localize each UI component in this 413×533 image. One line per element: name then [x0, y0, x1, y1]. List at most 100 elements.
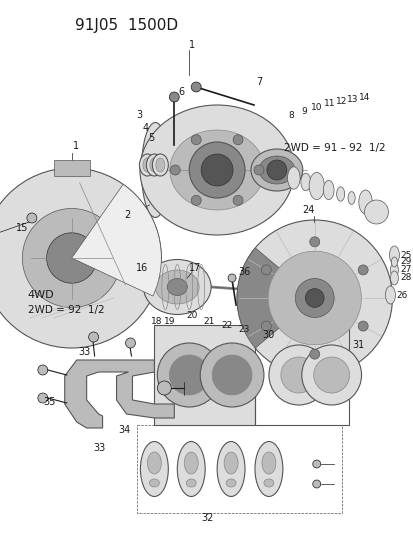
Ellipse shape: [141, 123, 169, 217]
Text: 2: 2: [124, 210, 130, 220]
Circle shape: [0, 168, 161, 348]
Circle shape: [170, 165, 180, 175]
Text: 21: 21: [203, 318, 214, 327]
Circle shape: [313, 357, 349, 393]
Ellipse shape: [323, 180, 333, 199]
Ellipse shape: [385, 286, 394, 304]
Circle shape: [191, 82, 201, 92]
Text: 25: 25: [400, 251, 411, 260]
Text: 91J05  1500D: 91J05 1500D: [74, 18, 178, 33]
Text: 33: 33: [78, 347, 90, 357]
Text: 2WD = 92  1/2: 2WD = 92 1/2: [28, 305, 104, 315]
Ellipse shape: [142, 158, 152, 172]
Text: 2WD = 91 – 92  1/2: 2WD = 91 – 92 1/2: [283, 143, 385, 153]
Ellipse shape: [254, 441, 282, 497]
Circle shape: [22, 208, 121, 308]
Text: 19: 19: [163, 318, 175, 327]
Ellipse shape: [186, 479, 196, 487]
Ellipse shape: [156, 158, 164, 172]
Text: 30: 30: [262, 330, 274, 340]
Ellipse shape: [184, 452, 198, 474]
Circle shape: [200, 343, 263, 407]
Text: 11: 11: [323, 100, 335, 109]
Ellipse shape: [358, 190, 371, 214]
Ellipse shape: [287, 167, 299, 189]
Circle shape: [88, 332, 98, 342]
Ellipse shape: [347, 191, 354, 204]
Ellipse shape: [143, 260, 211, 314]
Bar: [54, 160, 90, 176]
Circle shape: [312, 480, 320, 488]
Circle shape: [191, 195, 201, 205]
Bar: [154, 325, 255, 425]
Circle shape: [211, 355, 252, 395]
Text: 1: 1: [72, 141, 78, 151]
Bar: [137, 425, 341, 513]
Text: 33: 33: [93, 443, 105, 453]
Circle shape: [309, 349, 319, 359]
Ellipse shape: [139, 154, 155, 176]
Circle shape: [237, 220, 392, 376]
Circle shape: [169, 92, 179, 102]
Circle shape: [253, 165, 263, 175]
Text: 15: 15: [16, 223, 28, 233]
Circle shape: [157, 343, 221, 407]
Circle shape: [268, 345, 328, 405]
Text: 10: 10: [310, 103, 322, 112]
Circle shape: [261, 321, 271, 331]
Wedge shape: [237, 248, 314, 348]
Text: 23: 23: [238, 326, 249, 335]
Ellipse shape: [300, 173, 310, 191]
Circle shape: [125, 338, 135, 348]
Circle shape: [27, 213, 37, 223]
Circle shape: [305, 289, 323, 308]
Circle shape: [268, 251, 361, 345]
Circle shape: [357, 321, 367, 331]
Text: 31: 31: [351, 340, 364, 350]
Circle shape: [201, 154, 233, 186]
Text: 7: 7: [255, 77, 261, 87]
Text: 18: 18: [150, 318, 162, 327]
Ellipse shape: [389, 271, 397, 285]
Text: 8: 8: [287, 110, 293, 119]
Circle shape: [189, 142, 244, 198]
Text: 4WD: 4WD: [28, 290, 55, 300]
Circle shape: [233, 195, 242, 205]
Ellipse shape: [261, 452, 275, 474]
Text: 20: 20: [186, 311, 197, 319]
Text: 35: 35: [43, 397, 56, 407]
Ellipse shape: [389, 263, 397, 277]
Ellipse shape: [177, 441, 205, 497]
Bar: [255, 325, 348, 425]
Text: 16: 16: [136, 263, 148, 273]
Circle shape: [294, 279, 333, 318]
Text: 4: 4: [142, 123, 148, 133]
Ellipse shape: [140, 105, 294, 235]
Circle shape: [266, 160, 286, 180]
Ellipse shape: [223, 452, 237, 474]
Text: 22: 22: [221, 320, 232, 329]
Ellipse shape: [390, 257, 396, 267]
Text: 6: 6: [178, 87, 184, 97]
Circle shape: [169, 355, 209, 395]
Ellipse shape: [146, 154, 162, 176]
Text: 32: 32: [200, 513, 213, 523]
Ellipse shape: [225, 479, 235, 487]
Text: 12: 12: [335, 96, 347, 106]
Text: 24: 24: [302, 205, 314, 215]
Circle shape: [38, 365, 47, 375]
Text: 3: 3: [136, 110, 142, 120]
Ellipse shape: [146, 138, 164, 203]
Ellipse shape: [167, 279, 187, 295]
Circle shape: [312, 460, 320, 468]
Ellipse shape: [309, 172, 323, 199]
Text: 13: 13: [346, 94, 358, 103]
Circle shape: [364, 200, 387, 224]
Bar: [154, 325, 348, 425]
Text: 5: 5: [148, 133, 154, 143]
Text: 27: 27: [400, 265, 411, 274]
Text: 9: 9: [300, 108, 306, 117]
Text: 17: 17: [189, 263, 201, 273]
Wedge shape: [71, 184, 161, 296]
Text: 14: 14: [358, 93, 369, 101]
